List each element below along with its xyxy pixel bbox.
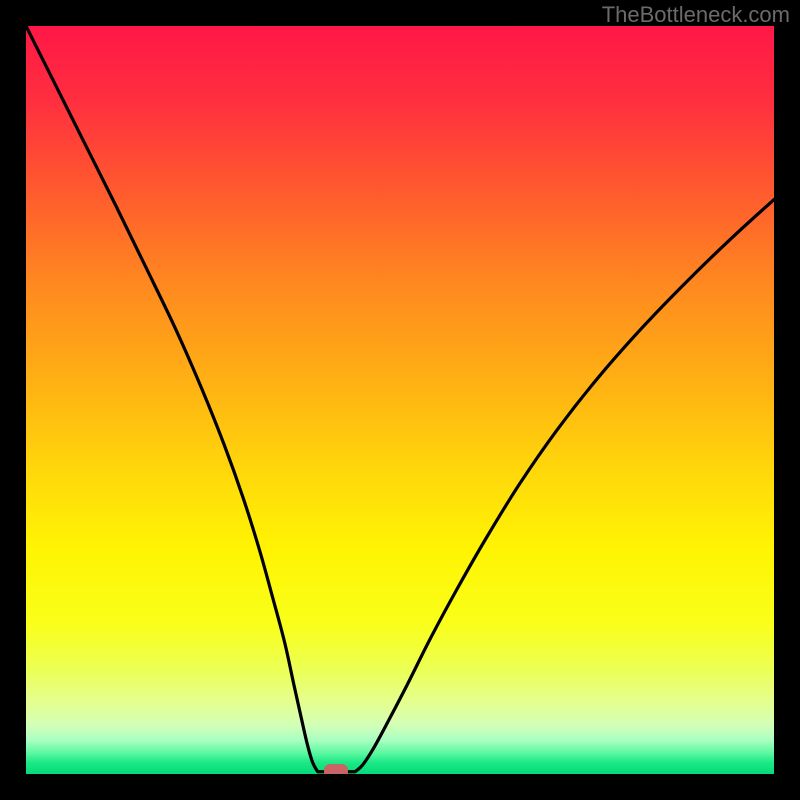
valley-marker [324, 764, 348, 774]
watermark-text: TheBottleneck.com [602, 2, 790, 28]
plot-background [26, 26, 774, 774]
plot-svg [26, 26, 774, 774]
plot-area [26, 26, 774, 774]
